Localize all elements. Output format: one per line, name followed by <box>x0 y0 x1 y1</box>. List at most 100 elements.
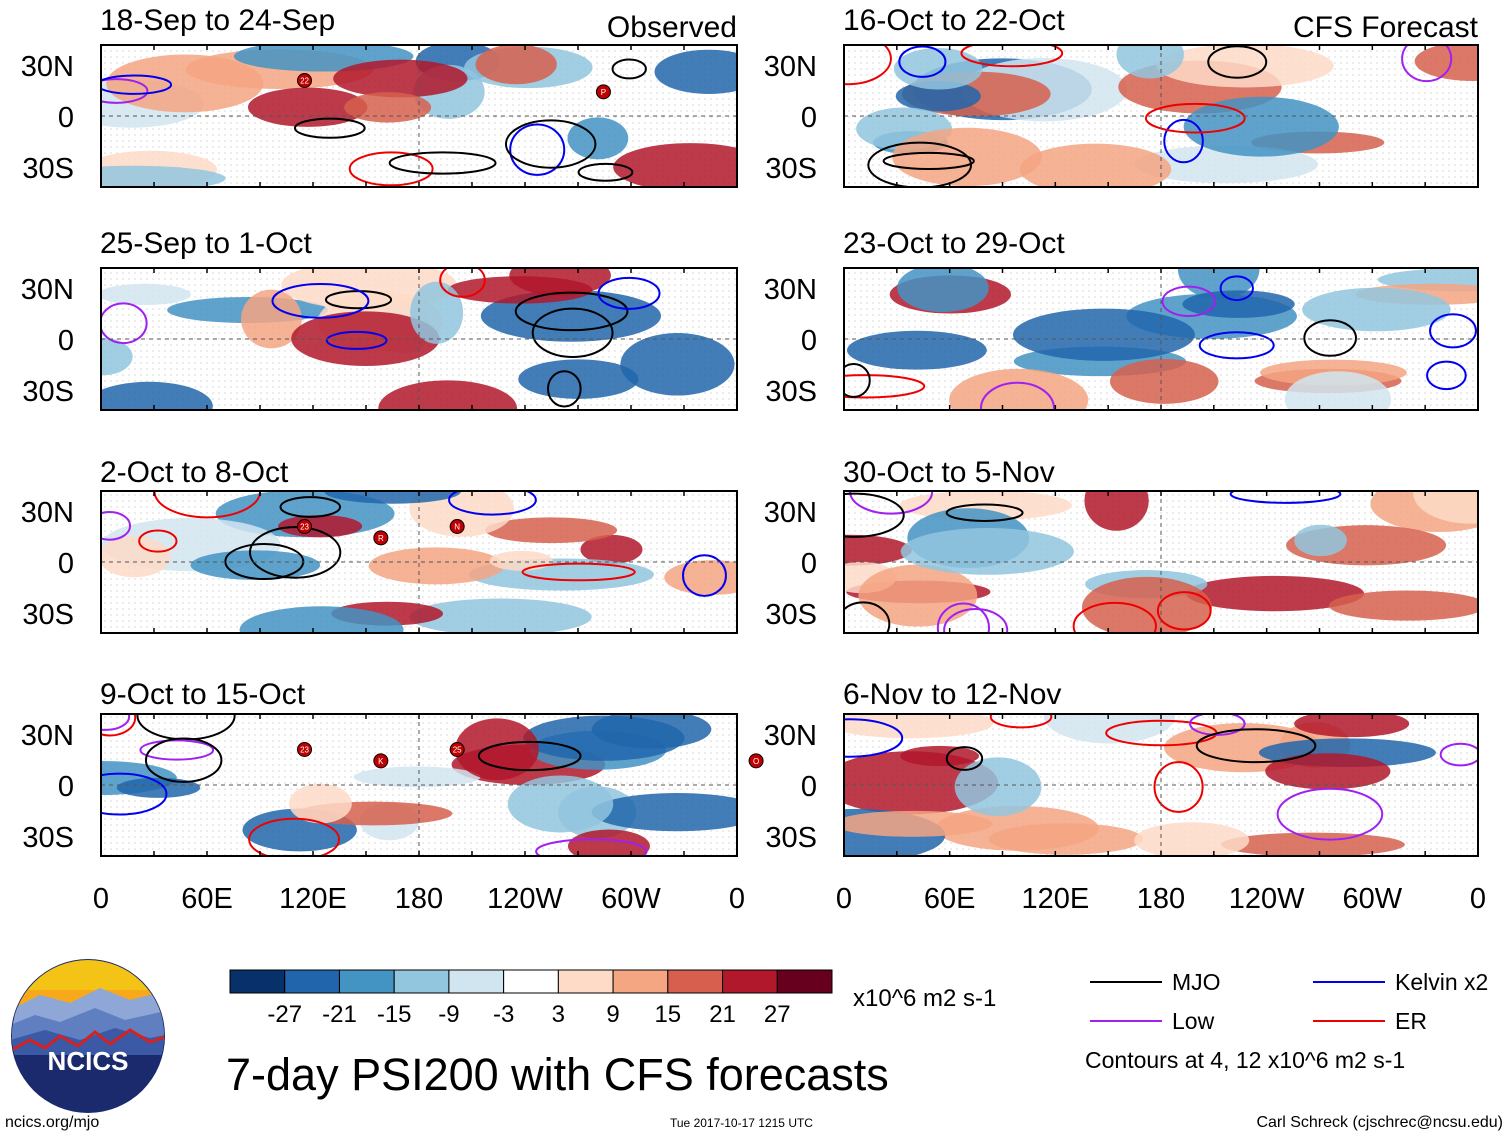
anomaly-shading <box>455 718 539 781</box>
anomaly-shading <box>567 117 629 160</box>
colorbar-label: 9 <box>606 1001 619 1028</box>
anomaly-shading <box>1183 96 1339 157</box>
contour-line <box>1426 360 1467 391</box>
anomaly-shading <box>1116 45 1184 79</box>
contour-line <box>271 283 370 319</box>
colorbar-label: -3 <box>493 1001 514 1028</box>
panel-title: 16-Oct to 22-Oct <box>843 4 1065 37</box>
map-panel: 25-Sep to 1-Oct 30N 0 30S <box>21 227 738 411</box>
anomaly-shading <box>475 45 557 85</box>
latitude-tick-label: 30N <box>21 274 74 306</box>
map-panel: 30-Oct to 5-Nov 30N 0 30S <box>764 456 1479 634</box>
contour-line <box>448 491 537 516</box>
colorbar-label: 27 <box>764 1001 791 1028</box>
anomaly-shading <box>1084 491 1149 531</box>
anomaly-shading <box>949 368 1089 410</box>
latitude-tick-label: 30N <box>21 720 74 752</box>
contour-line <box>979 381 1055 410</box>
contour-line <box>509 123 566 176</box>
anomaly-shading <box>101 165 226 187</box>
latitude-tick-label: 0 <box>58 102 74 134</box>
anomaly-shading <box>368 547 505 585</box>
anomaly-shading <box>844 810 993 837</box>
longitude-tick-label: 60E <box>181 883 233 915</box>
anomaly-shading <box>858 564 978 627</box>
contour-line <box>248 526 342 579</box>
contour-line <box>577 162 634 182</box>
latitude-tick-label: 30S <box>765 599 817 631</box>
storm-marker: O <box>748 753 764 769</box>
contour-line <box>101 772 168 816</box>
colorbar-label: -21 <box>322 1001 357 1028</box>
contour-line <box>1072 601 1157 633</box>
anomaly-shading <box>485 517 618 544</box>
contour-line <box>1229 491 1342 504</box>
colorbar-label: 3 <box>552 1001 565 1028</box>
anomaly-shading <box>620 332 735 396</box>
colorbar-label: -15 <box>377 1001 412 1028</box>
latitude-tick-label: 30S <box>22 153 74 185</box>
anomaly-shading <box>1156 45 1334 88</box>
anomaly-shading <box>591 792 737 832</box>
contour-line <box>867 141 973 187</box>
colorbar-label: 15 <box>654 1001 681 1028</box>
contour-line <box>1276 787 1384 841</box>
contour-line <box>844 492 905 538</box>
main-title: 7-day PSI200 with CFS forecasts <box>226 1049 889 1100</box>
storm-marker: N <box>449 519 465 534</box>
latitude-tick-label: 0 <box>58 771 74 803</box>
timestamp: Tue 2017-10-17 1215 UTC <box>670 1116 813 1130</box>
longitude-tick-label: 0 <box>729 883 745 915</box>
contour-line <box>682 554 727 597</box>
colorbar-swatch <box>338 969 395 994</box>
contour-line <box>844 601 891 633</box>
storm-marker: 23 <box>297 519 313 534</box>
anomaly-shading <box>1328 590 1478 621</box>
storm-marker: 25 <box>449 742 465 757</box>
longitude-tick-label: 120W <box>487 883 563 915</box>
contour-line <box>1207 45 1268 79</box>
longitude-tick-label: 120W <box>1229 883 1305 915</box>
ncics-logo <box>11 959 165 1113</box>
longitude-tick-label: 60E <box>924 883 976 915</box>
anomaly-shading <box>1294 524 1347 557</box>
contour-line <box>477 740 582 772</box>
anomaly-shading <box>489 550 553 571</box>
contour-line <box>844 718 904 758</box>
contour-line <box>611 58 647 80</box>
anomaly-shading <box>507 775 614 833</box>
map-panel: 23-Oct to 29-Oct 30N 0 30S <box>764 227 1479 411</box>
anomaly-shading <box>664 560 737 595</box>
contour-line <box>514 291 629 332</box>
storm-label: 23 <box>300 746 309 755</box>
contour-line <box>844 374 926 399</box>
longitude-tick-label: 180 <box>1137 883 1185 915</box>
colorbar-swatch <box>229 969 286 994</box>
contour-note: Contours at 4, 12 x10^6 m2 s-1 <box>1085 1047 1405 1073</box>
legend-label: ER <box>1395 1008 1427 1034</box>
contour-line <box>1429 313 1477 349</box>
contour-legend: MJO Kelvin x2 Low ER <box>1090 969 1488 1034</box>
contour-line <box>844 362 871 398</box>
colorbar-label: 21 <box>709 1001 736 1028</box>
storm-label: K <box>378 757 384 766</box>
anomaly-shading <box>654 49 737 94</box>
colorbar-swatch <box>284 969 340 994</box>
latitude-tick-label: 30N <box>21 497 74 529</box>
latitude-tick-label: 30S <box>22 822 74 854</box>
contour-line <box>1219 275 1254 302</box>
longitude-tick-label: 60W <box>1343 883 1403 915</box>
colorbar-label: -9 <box>438 1001 459 1028</box>
longitude-tick-label: 120E <box>279 883 347 915</box>
longitude-tick-label: 60W <box>601 883 661 915</box>
storm-marker: K <box>373 753 389 769</box>
anomaly-shading <box>101 337 133 376</box>
anomaly-shading <box>893 48 983 90</box>
contour-line <box>138 529 178 553</box>
anomaly-shading <box>447 276 593 304</box>
latitude-tick-label: 30S <box>22 376 74 408</box>
latitude-tick-label: 30S <box>765 822 817 854</box>
anomaly-shading <box>1185 575 1365 612</box>
contour-line <box>521 562 636 582</box>
anomaly-shading <box>844 534 912 566</box>
